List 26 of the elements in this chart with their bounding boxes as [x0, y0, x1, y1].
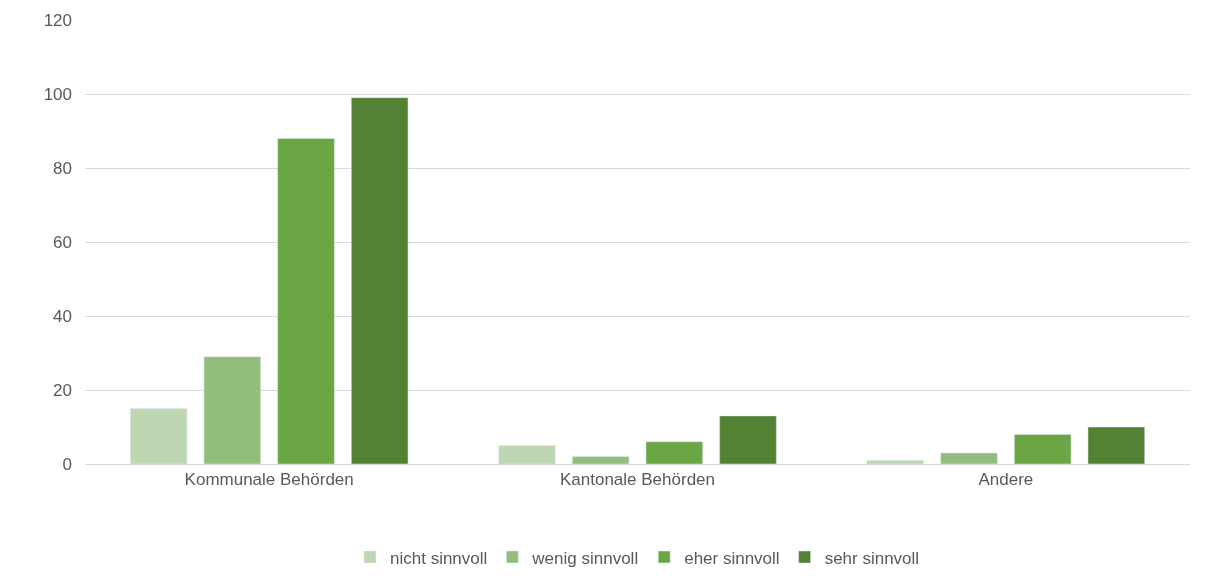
bar — [940, 452, 998, 464]
x-tick-label: Kommunale Behörden — [184, 470, 354, 490]
y-tick-label: 0 — [62, 454, 72, 474]
y-tick-label: 20 — [53, 380, 72, 400]
bar — [130, 408, 188, 464]
bar — [1087, 426, 1145, 464]
x-tick-label: Kantonale Behörden — [559, 470, 716, 490]
bar — [498, 445, 556, 464]
y-tick-label: 100 — [43, 84, 72, 104]
legend-label: eher sinnvoll — [684, 548, 780, 568]
bar — [645, 441, 703, 464]
legend-label: nicht sinnvoll — [390, 548, 488, 568]
bar — [719, 415, 777, 464]
bar — [866, 460, 924, 464]
bar — [351, 97, 409, 464]
x-tick-label: Andere — [978, 470, 1034, 490]
y-tick-label: 40 — [53, 306, 72, 326]
y-tick-label: 120 — [43, 10, 72, 30]
y-tick-label: 80 — [53, 158, 72, 178]
legend-label: sehr sinnvoll — [824, 548, 920, 568]
bar — [203, 356, 261, 464]
bar — [1014, 434, 1072, 464]
y-tick-label: 60 — [53, 232, 72, 252]
bar — [572, 456, 630, 464]
legend-label: wenig sinnvoll — [531, 548, 639, 568]
bar — [277, 138, 335, 464]
